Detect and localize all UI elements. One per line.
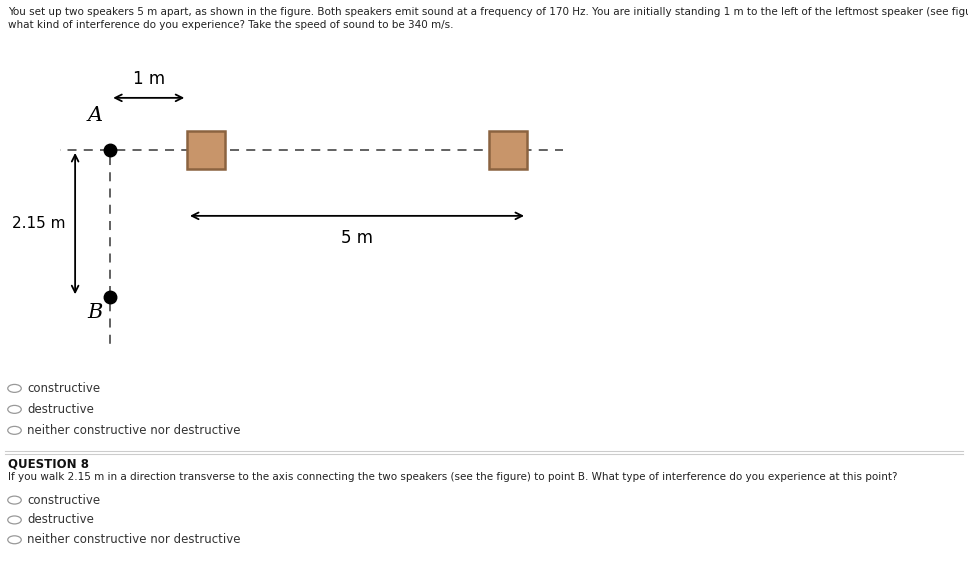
Text: constructive: constructive — [27, 494, 101, 506]
Text: destructive: destructive — [27, 403, 94, 416]
Text: B: B — [87, 303, 103, 322]
Text: If you walk 2.15 m in a direction transverse to the axis connecting the two spea: If you walk 2.15 m in a direction transv… — [8, 472, 897, 482]
Text: 5 m: 5 m — [341, 230, 373, 247]
Text: what kind of interference do you experience? Take the speed of sound to be 340 m: what kind of interference do you experie… — [8, 20, 453, 30]
Text: destructive: destructive — [27, 514, 94, 526]
Text: neither constructive nor destructive: neither constructive nor destructive — [27, 424, 241, 437]
Text: 1 m: 1 m — [133, 70, 165, 88]
Bar — [187, 131, 225, 170]
Bar — [489, 131, 527, 170]
Text: constructive: constructive — [27, 382, 101, 395]
Text: 2.15 m: 2.15 m — [12, 216, 65, 231]
Text: QUESTION 8: QUESTION 8 — [8, 458, 89, 471]
Text: A: A — [88, 106, 103, 125]
Text: You set up two speakers 5 m apart, as shown in the figure. Both speakers emit so: You set up two speakers 5 m apart, as sh… — [8, 7, 968, 17]
Text: neither constructive nor destructive: neither constructive nor destructive — [27, 534, 241, 546]
